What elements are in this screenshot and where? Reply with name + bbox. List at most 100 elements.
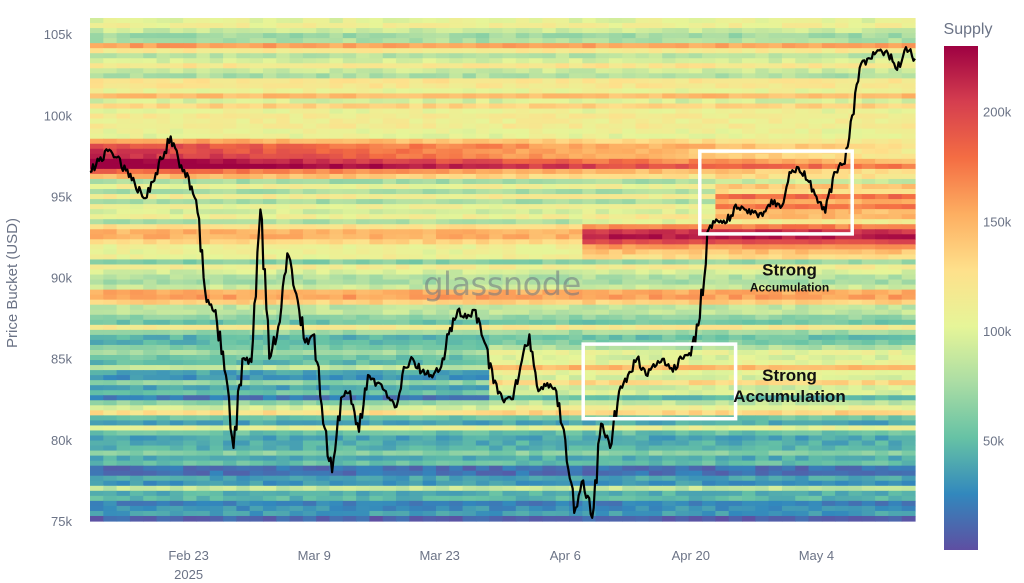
heatmap-cell — [515, 163, 530, 170]
heatmap-cell — [103, 249, 118, 256]
heatmap-cell — [369, 214, 384, 220]
heatmap-cell — [276, 123, 291, 130]
heatmap-cell — [795, 108, 810, 115]
heatmap-cell — [662, 299, 677, 306]
heatmap-cell — [396, 113, 410, 120]
heatmap-cell — [369, 254, 384, 261]
heatmap-cell — [888, 78, 903, 84]
heatmap-cell — [582, 68, 597, 74]
heatmap-cell — [90, 98, 104, 105]
heatmap-cell — [209, 43, 224, 49]
heatmap-cell — [316, 249, 331, 256]
heatmap-cell — [768, 299, 783, 306]
heatmap-cell — [356, 304, 371, 311]
heatmap-cell — [728, 23, 743, 29]
heatmap-cell — [901, 108, 916, 115]
heatmap-cell — [848, 173, 863, 180]
heatmap-cell — [768, 259, 783, 266]
heatmap-cell — [715, 229, 730, 235]
heatmap-cell — [702, 204, 717, 210]
heatmap-cell — [103, 284, 118, 291]
heatmap-cell — [835, 58, 850, 64]
heatmap-cell — [156, 143, 171, 150]
heatmap-cell — [329, 355, 344, 361]
heatmap-cell — [262, 314, 277, 321]
heatmap-cell — [728, 209, 743, 215]
heatmap-cell — [569, 68, 583, 74]
heatmap-cell — [143, 83, 158, 90]
heatmap-cell — [515, 53, 530, 59]
heatmap-cell — [249, 229, 264, 235]
heatmap-cell — [715, 299, 730, 306]
heatmap-cell — [435, 108, 450, 115]
heatmap-cell — [409, 88, 424, 95]
heatmap-cell — [475, 199, 490, 205]
heatmap-cell — [688, 73, 703, 79]
heatmap-cell — [555, 28, 570, 34]
heatmap-cell — [648, 329, 663, 336]
heatmap-cell — [702, 365, 717, 371]
heatmap-cell — [289, 43, 304, 49]
heatmap-cell — [781, 98, 796, 105]
heatmap-cell — [223, 88, 237, 95]
heatmap-cell — [209, 380, 224, 386]
heatmap-cell — [382, 113, 397, 120]
heatmap-cell — [276, 214, 291, 220]
heatmap-cell — [582, 319, 597, 326]
heatmap-cell — [396, 138, 410, 145]
heatmap-cell — [369, 194, 384, 200]
heatmap-cell — [635, 385, 650, 391]
heatmap-cell — [236, 319, 251, 326]
heatmap-cell — [901, 304, 916, 311]
heatmap-cell — [316, 38, 331, 44]
heatmap-cell — [755, 204, 770, 210]
heatmap-cell — [595, 344, 610, 351]
heatmap-cell — [289, 339, 304, 346]
heatmap-cell — [688, 163, 703, 170]
heatmap-cell — [768, 269, 783, 276]
heatmap-cell — [675, 28, 690, 34]
heatmap-cell — [129, 38, 144, 44]
heatmap-cell — [302, 219, 317, 225]
heatmap-cell — [382, 73, 397, 79]
heatmap-cell — [422, 239, 437, 245]
heatmap-cell — [223, 214, 237, 220]
heatmap-cell — [529, 254, 544, 261]
heatmap-cell — [209, 128, 224, 135]
heatmap-cell — [489, 289, 504, 296]
heatmap-cell — [475, 344, 490, 351]
heatmap-cell — [529, 123, 544, 130]
heatmap-cell — [302, 329, 317, 336]
heatmap-cell — [688, 289, 703, 296]
heatmap-cell — [382, 48, 397, 54]
heatmap-cell — [249, 148, 264, 155]
heatmap-cell — [569, 78, 583, 84]
heatmap-cell — [396, 244, 410, 250]
heatmap-cell — [542, 199, 557, 205]
heatmap-cell — [555, 58, 570, 64]
heatmap-cell — [129, 229, 144, 235]
heatmap-cell — [608, 214, 623, 220]
heatmap-cell — [582, 23, 597, 29]
heatmap-cell — [582, 219, 597, 225]
heatmap-cell — [848, 103, 863, 110]
heatmap-cell — [715, 385, 730, 391]
heatmap-cell — [90, 319, 104, 326]
heatmap-cell — [262, 229, 277, 235]
heatmap-cell — [742, 344, 756, 351]
heatmap-cell — [835, 183, 850, 190]
heatmap-cell — [555, 339, 570, 346]
heatmap-cell — [342, 93, 357, 100]
heatmap-cell — [302, 128, 317, 135]
heatmap-cell — [329, 234, 344, 240]
heatmap-cell — [901, 385, 916, 391]
heatmap-cell — [289, 204, 304, 210]
heatmap-cell — [236, 380, 251, 386]
heatmap-cell — [808, 289, 823, 296]
heatmap-cell — [662, 163, 677, 170]
heatmap-cell — [289, 78, 304, 84]
heatmap-cell — [702, 103, 717, 110]
heatmap-cell — [223, 18, 237, 24]
heatmap-cell — [183, 309, 198, 316]
